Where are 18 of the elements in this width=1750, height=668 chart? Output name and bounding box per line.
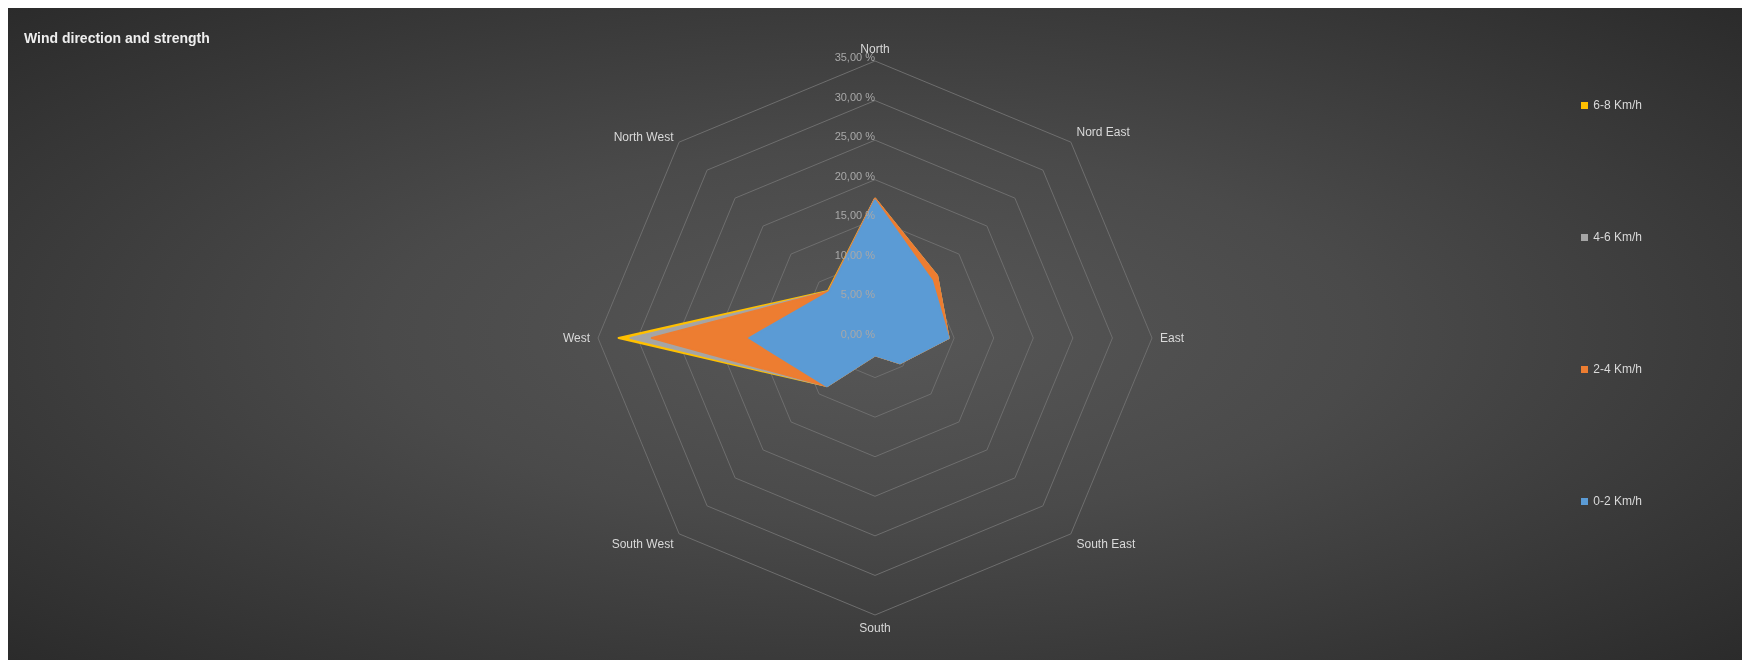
spoke-label: North West (613, 129, 675, 144)
y-tick-label: 0,00 % (840, 328, 876, 340)
spoke-label: South West (611, 537, 675, 552)
spoke-label: South East (1076, 537, 1136, 552)
spoke-label: South (859, 620, 891, 635)
spoke-label: West (562, 331, 591, 346)
y-tick-label: 20,00 % (834, 169, 876, 182)
y-tick-label: 15,00 % (834, 209, 876, 222)
y-tick-label: 25,00 % (834, 130, 876, 143)
spoke-label: East (1160, 331, 1185, 346)
legend-label: 4-6 Km/h (1593, 230, 1642, 244)
spoke-label: Nord East (1076, 125, 1131, 140)
legend-label: 0-2 Km/h (1593, 494, 1642, 508)
text: Wind direction and strength (24, 30, 210, 46)
legend-label: 6-8 Km/h (1593, 98, 1642, 112)
y-tick-label: 30,00 % (834, 90, 876, 103)
legend-label: 2-4 Km/h (1593, 362, 1642, 376)
y-tick-label: 5,00 % (840, 288, 876, 301)
